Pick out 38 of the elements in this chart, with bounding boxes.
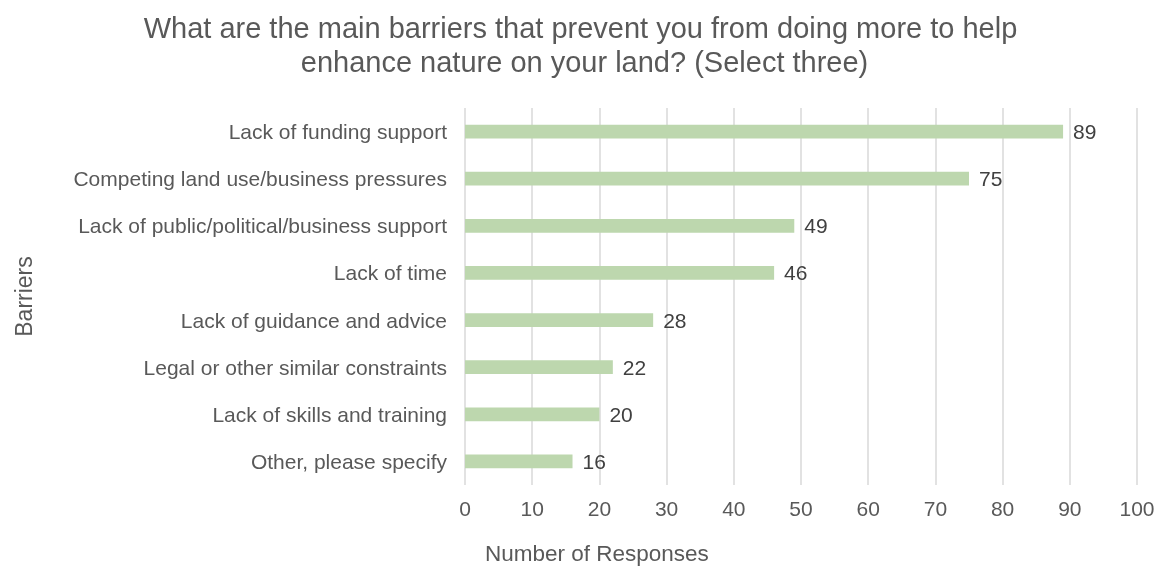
bar [465, 407, 600, 422]
bar [465, 360, 613, 375]
x-tick-label: 70 [923, 497, 948, 520]
y-tick-label: Competing land use/business pressures [73, 167, 447, 191]
bar [465, 454, 573, 469]
data-label: 75 [979, 167, 1003, 191]
y-tick-label: Lack of funding support [228, 120, 448, 144]
y-tick-label: Legal or other similar constraints [143, 355, 447, 379]
x-tick-label: 60 [856, 497, 880, 520]
bar [465, 313, 654, 327]
x-tick-label: 0 [459, 497, 471, 520]
bar [465, 171, 969, 186]
data-label: 49 [804, 214, 828, 238]
data-label: 22 [622, 355, 647, 379]
data-label: 16 [582, 449, 606, 473]
bar [465, 218, 795, 233]
data-label: 46 [784, 261, 808, 285]
x-tick-label: 20 [587, 497, 612, 520]
x-tick-label: 90 [1058, 497, 1082, 520]
y-tick-label: Lack of guidance and advice [180, 308, 447, 332]
x-tick-label: 50 [789, 497, 813, 520]
y-tick-label: Lack of skills and training [212, 402, 447, 426]
y-axis-title: Barriers [10, 256, 37, 337]
x-tick-label: 10 [520, 497, 544, 520]
x-tick-label: 40 [722, 497, 746, 520]
bar [465, 266, 775, 280]
x-tick-label: 80 [990, 497, 1015, 520]
y-tick-label: Other, please specify [250, 449, 448, 473]
chart-title: What are the main barriers that prevent you from doing more to help enhance nature on your land? (Select three) [143, 12, 1026, 78]
bar [465, 124, 1064, 139]
data-label: 20 [609, 402, 633, 426]
data-label: 89 [1073, 120, 1097, 144]
x-axis-title: Number of Responses [485, 541, 709, 566]
x-tick-label: 100 [1119, 497, 1155, 520]
y-tick-label: Lack of public/political/business support [78, 214, 448, 238]
x-tick-label: 30 [654, 497, 679, 520]
data-label: 28 [663, 308, 687, 332]
y-tick-label: Lack of time [333, 261, 447, 285]
